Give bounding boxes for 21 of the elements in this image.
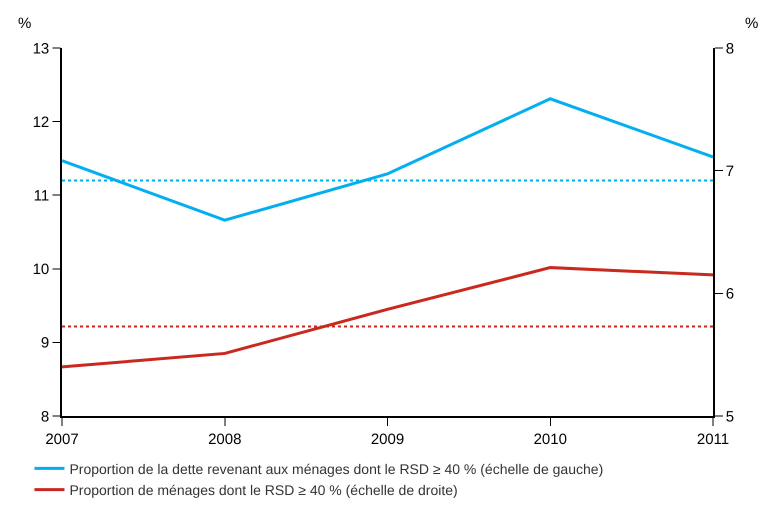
y2-tick-label: 7 [726,162,734,180]
x-tick-label: 2010 [534,430,567,448]
x-tick-label: 2009 [370,430,404,448]
y-tick-label: 13 [32,40,50,58]
legend-label: Proportion de la dette revenant aux ménages dont le RSD ≥ 40 % (échelle de gauche) [69,460,604,477]
x-tick-label: 2007 [45,430,79,448]
legend-label: Proportion de ménages dont le RSD ≥ 40 % (échelle de droite) [69,482,458,498]
y2-axis-title: % [745,15,758,32]
line-series [62,266,713,368]
y2-tick-label: 6 [726,286,734,303]
y-tick-label: 11 [34,187,50,204]
x-tick-label: 2008 [208,430,242,448]
y-tick-label: 9 [40,334,50,352]
x-tick-label: 2011 [696,430,730,448]
y2-tick-label: 5 [726,408,734,426]
y-tick-label: 10 [32,261,50,278]
y-axis-title: % [18,15,32,32]
y-tick-label: 12 [32,114,50,131]
line-series [62,97,713,222]
y-tick-label: 8 [40,408,50,426]
y2-tick-label: 8 [726,40,734,58]
